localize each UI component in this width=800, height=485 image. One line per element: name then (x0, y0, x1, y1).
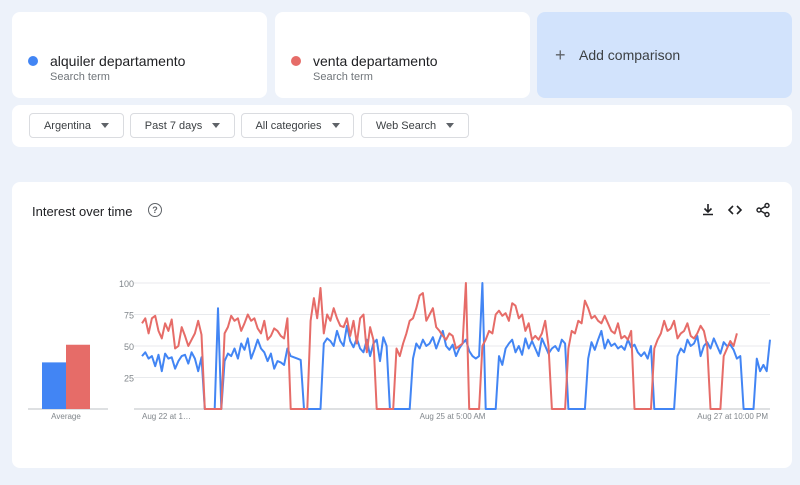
time-range-filter-dropdown[interactable]: Past 7 days (130, 113, 235, 138)
add-comparison-label: Add comparison (579, 47, 681, 63)
term-1-type: Search term (50, 71, 110, 83)
x-tick-label: Aug 27 at 10:00 PM (697, 412, 768, 421)
term-2-color-dot-icon (291, 56, 301, 66)
caret-down-icon (331, 123, 340, 128)
y-tick-label: 25 (124, 374, 134, 384)
average-bar-1 (42, 362, 66, 409)
term-2-name[interactable]: venta departamento (313, 53, 438, 69)
search-term-card-1[interactable]: alquiler departamento Search term (12, 12, 267, 98)
average-bar-2 (66, 344, 90, 409)
chart-title: Interest over time (32, 204, 133, 219)
term-1-color-dot-icon (28, 56, 38, 66)
add-comparison-button[interactable]: + Add comparison (537, 12, 792, 98)
download-icon[interactable] (700, 202, 716, 218)
y-tick-label: 50 (124, 342, 134, 352)
filter-bar: Argentina Past 7 days All categories Web… (12, 105, 792, 147)
category-filter-dropdown[interactable]: All categories (241, 113, 354, 138)
share-icon[interactable] (755, 202, 771, 218)
search-type-filter-label: Web Search (375, 119, 437, 132)
help-icon[interactable]: ? (148, 203, 162, 217)
category-filter-label: All categories (255, 119, 322, 132)
search-term-card-2[interactable]: venta departamento Search term (275, 12, 530, 98)
caret-down-icon (101, 123, 110, 128)
term-2-type: Search term (313, 71, 373, 83)
caret-down-icon (446, 123, 455, 128)
search-type-filter-dropdown[interactable]: Web Search (361, 113, 469, 138)
y-tick-label: 75 (124, 311, 134, 321)
term-1-name[interactable]: alquiler departamento (50, 53, 186, 69)
interest-over-time-card: Interest over time ? 25 50 75 100 Aug 22 at … (12, 182, 792, 468)
interest-chart: 25 50 75 100 Aug 22 at 1… Aug 25 at 5:00 AM Au… (28, 279, 771, 421)
y-tick-label: 100 (119, 279, 134, 289)
caret-down-icon (212, 123, 221, 128)
x-tick-label: Aug 25 at 5:00 AM (420, 412, 486, 421)
plus-icon: + (555, 44, 566, 65)
average-label: Average (51, 412, 81, 421)
series-line-2 (141, 282, 738, 410)
region-filter-label: Argentina (43, 119, 92, 132)
x-tick-label: Aug 22 at 1… (142, 412, 191, 421)
time-range-filter-label: Past 7 days (144, 119, 203, 132)
region-filter-dropdown[interactable]: Argentina (29, 113, 124, 138)
series-line-1 (141, 282, 771, 410)
embed-icon[interactable] (727, 202, 743, 218)
